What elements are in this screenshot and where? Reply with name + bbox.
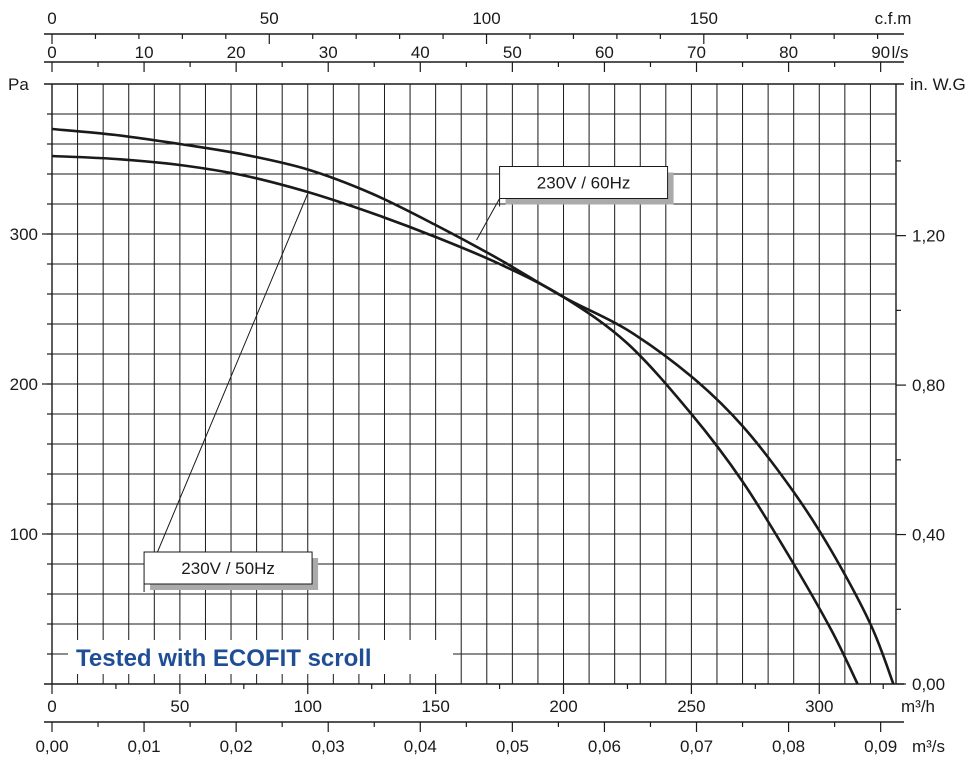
y-main-tick-label: 300 (10, 225, 38, 244)
x-m3s-tick-label: 0,08 (772, 737, 805, 756)
y-main-tick-label: 100 (10, 525, 38, 544)
y-inwg-tick-label: 0,80 (912, 376, 945, 395)
y-main-unit: Pa (8, 75, 29, 94)
x-m3s-tick-label: 0,06 (588, 737, 621, 756)
label-box (143, 551, 313, 585)
x-m3s-tick-label: 0,09 (864, 737, 897, 756)
x-m3s-tick-label: 0,03 (312, 737, 345, 756)
x-cfm-tick-label: 50 (260, 9, 279, 28)
x-ls-tick-label: 80 (779, 43, 798, 62)
x-main-tick-label: 0 (47, 697, 56, 716)
x-ls-tick-label: 20 (227, 43, 246, 62)
test-note: Tested with ECOFIT scroll (76, 645, 372, 672)
series-line-0 (51, 127, 895, 685)
x-cfm-tick-label: 100 (472, 9, 500, 28)
x-m3s-tick-label: 0,05 (496, 737, 529, 756)
x-main-tick-label: 50 (170, 697, 189, 716)
series (51, 127, 895, 685)
x-m3s-tick-label: 0,07 (680, 737, 713, 756)
y-inwg-tick-label: 0,00 (912, 675, 945, 694)
leader-line (143, 193, 309, 585)
x-ls-tick-label: 90 (871, 43, 890, 62)
x-ls-unit: l/s (892, 43, 909, 62)
y-inwg-unit: in. W.G (910, 75, 966, 94)
x-ls-tick-label: 70 (687, 43, 706, 62)
x-ls-tick-label: 0 (47, 43, 56, 62)
x-main-tick-label: 150 (421, 697, 449, 716)
note: Tested with ECOFIT scroll (68, 640, 453, 674)
x-ls-tick-label: 40 (411, 43, 430, 62)
x-ls-tick-label: 60 (595, 43, 614, 62)
axes: 0 50 100 150 200 250 300 m³/h0,00 0,01 0,02 0,03 0,… (8, 9, 966, 756)
x-main-tick-label: 300 (805, 697, 833, 716)
y-main-tick-label: 200 (10, 375, 38, 394)
x-m3s-unit: m³/s (912, 737, 945, 756)
y-inwg-tick-label: 0,40 (912, 526, 945, 545)
leader-line (476, 198, 501, 241)
series-label: 230V / 50Hz (181, 559, 275, 578)
y-inwg-tick-label: 1,20 (912, 227, 945, 246)
x-ls-tick-label: 50 (503, 43, 522, 62)
x-m3s-tick-label: 0,04 (404, 737, 437, 756)
series-line-1 (51, 154, 859, 685)
grid (52, 84, 897, 684)
x-main-unit: m³/h (901, 697, 935, 716)
series-label: 230V / 60Hz (537, 174, 631, 193)
x-m3s-tick-label: 0,02 (220, 737, 253, 756)
x-cfm-unit: c.f.m (875, 9, 912, 28)
x-ls-tick-label: 10 (135, 43, 154, 62)
note-background (68, 640, 453, 674)
x-main-tick-label: 100 (294, 697, 322, 716)
label-box (499, 166, 669, 199)
x-main-tick-label: 250 (677, 697, 705, 716)
series-labels: 230V / 60Hz 230V / 50Hz (143, 166, 674, 592)
x-main-tick-label: 200 (549, 697, 577, 716)
x-m3s-tick-label: 0,00 (35, 737, 68, 756)
x-ls-tick-label: 30 (319, 43, 338, 62)
x-cfm-tick-label: 0 (47, 9, 56, 28)
x-m3s-tick-label: 0,01 (128, 737, 161, 756)
x-cfm-tick-label: 150 (690, 9, 718, 28)
